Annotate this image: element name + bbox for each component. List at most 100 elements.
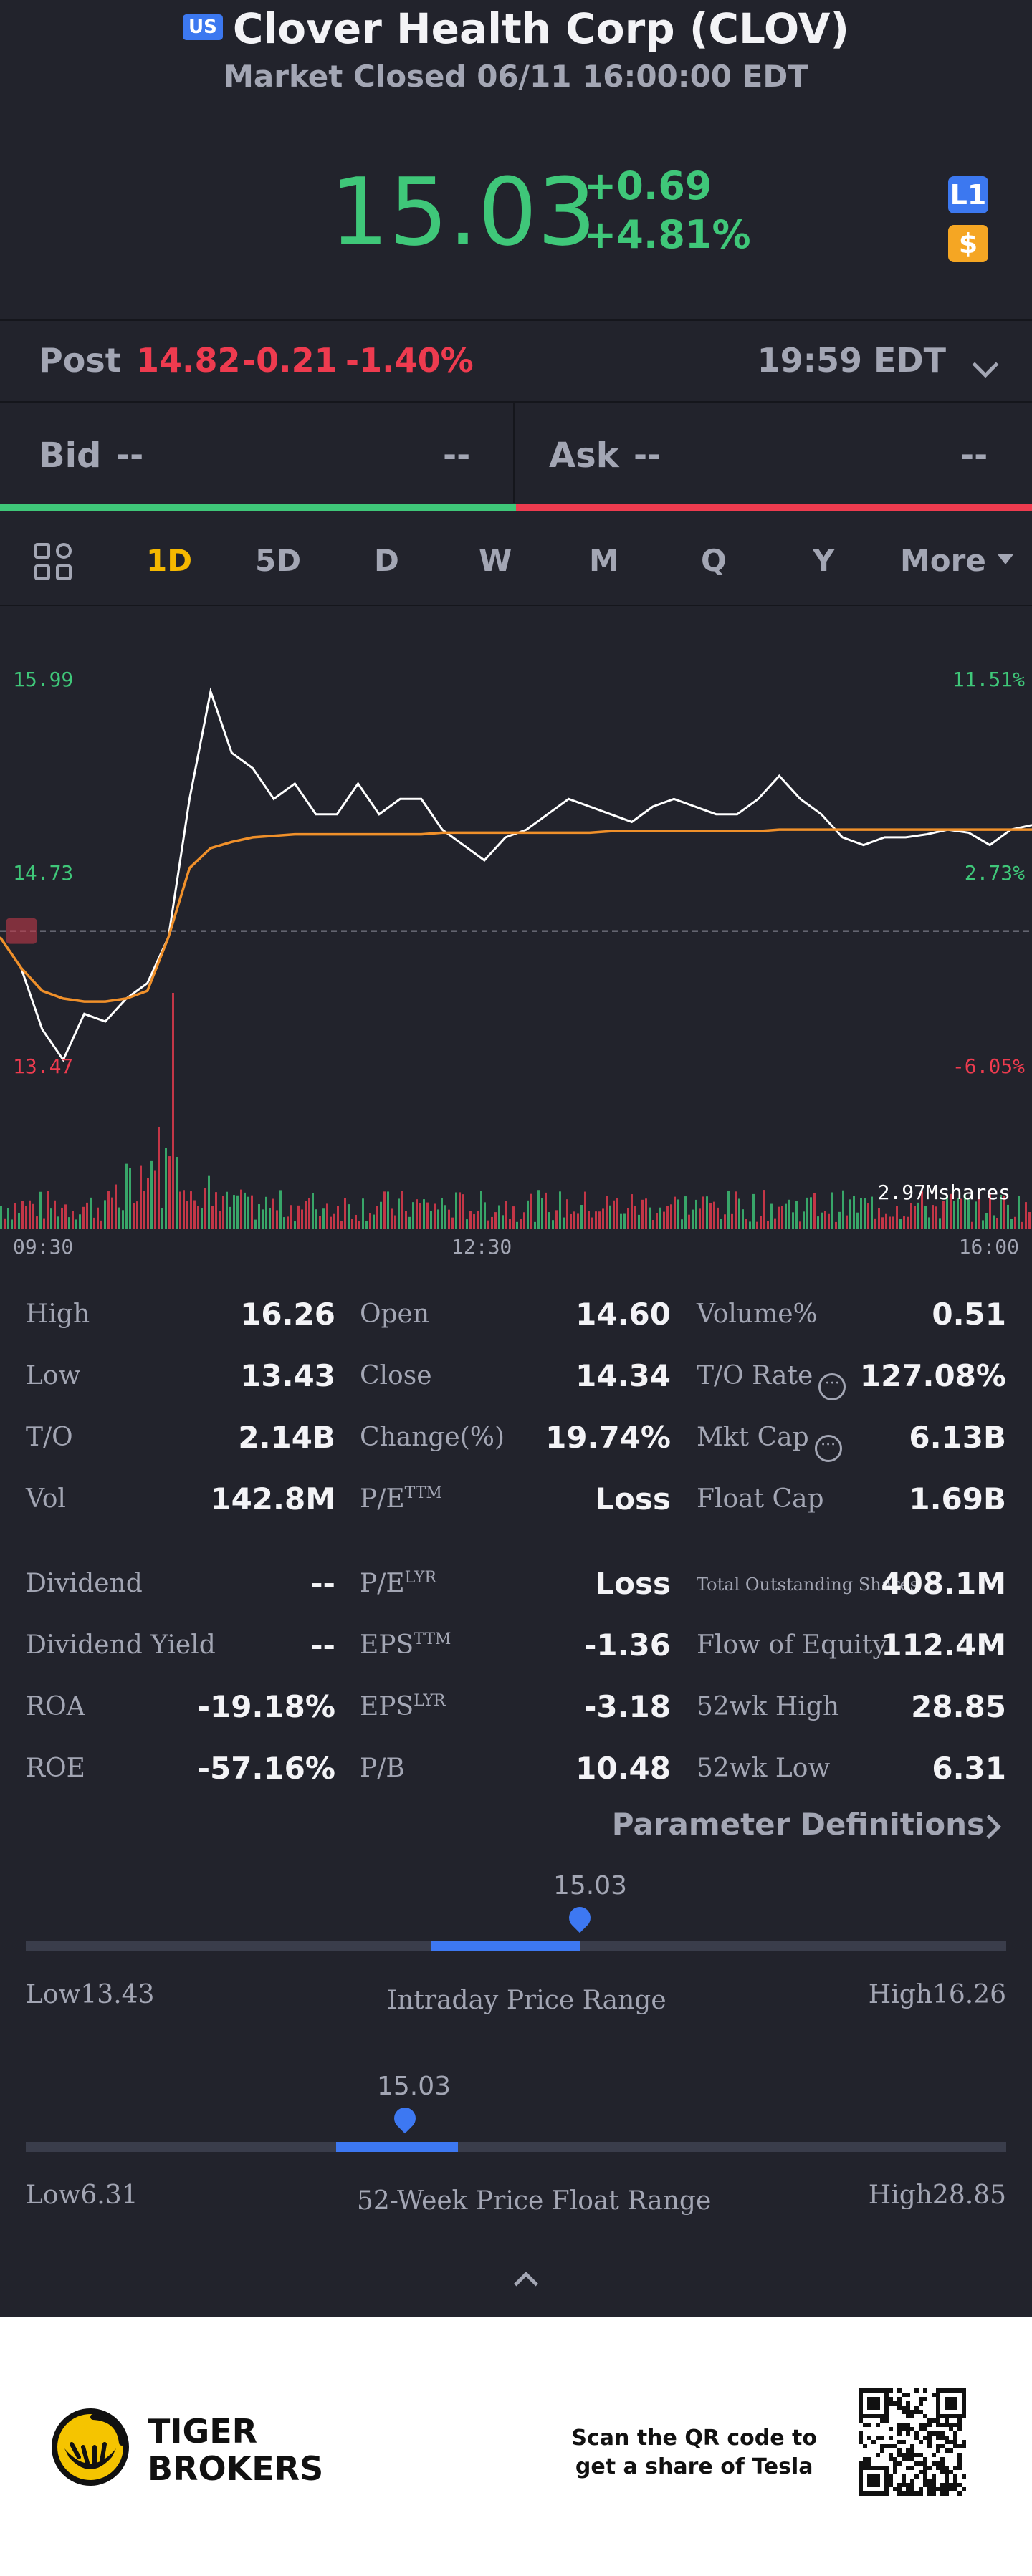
stat-value: 112.4M: [881, 1628, 1006, 1663]
volume-bar: [939, 1218, 941, 1229]
volume-bar: [609, 1205, 611, 1229]
volume-bar: [247, 1196, 249, 1229]
layout-grid-icon[interactable]: [34, 543, 75, 583]
volume-bar: [122, 1210, 124, 1229]
volume-bar: [100, 1220, 102, 1229]
tab-d[interactable]: D: [374, 543, 399, 578]
currency-badge[interactable]: $: [948, 225, 988, 262]
volume-bar: [229, 1206, 231, 1229]
post-time: 19:59 EDT: [757, 341, 946, 380]
parameter-definitions-link[interactable]: Parameter Definitions: [611, 1807, 985, 1842]
tab-5d[interactable]: 5D: [255, 543, 302, 578]
volume-bar: [645, 1198, 647, 1229]
volume-bar: [204, 1188, 206, 1229]
volume-bar: [276, 1210, 278, 1229]
volume-bar: [1000, 1194, 1002, 1229]
stats-row: ROA -19.18% EPSLYR -3.18 52wk High 28.85: [0, 1682, 1032, 1744]
dropdown-caret-icon[interactable]: [998, 554, 1013, 564]
volume-bar: [778, 1206, 780, 1229]
stat-label: P/ETTM: [360, 1484, 442, 1514]
stat-value: Loss: [595, 1481, 671, 1517]
last-price: 15.03: [330, 158, 597, 266]
volume-bar: [466, 1219, 468, 1229]
price-change-pct: +4.81%: [584, 212, 751, 257]
stat-label[interactable]: T/O Rate ···: [697, 1361, 846, 1400]
intraday-chart[interactable]: 15.99 14.73 13.47 11.51% 2.73% -6.05% 2.…: [0, 606, 1032, 1265]
tab-more[interactable]: More: [900, 543, 986, 578]
volume-bar: [516, 1221, 518, 1229]
volume-bar: [4, 1218, 6, 1229]
volume-bar: [595, 1211, 597, 1229]
volume-bar: [444, 1205, 446, 1229]
volume-bar: [527, 1200, 529, 1229]
volume-bar: [29, 1200, 31, 1229]
volume-bar: [710, 1203, 712, 1229]
volume-bar: [509, 1219, 511, 1229]
volume-bar: [219, 1211, 221, 1229]
tab-y[interactable]: Y: [813, 543, 835, 578]
stat-label[interactable]: Mkt Cap ···: [697, 1423, 842, 1462]
volume-bar: [864, 1198, 866, 1229]
stock-title: Clover Health Corp (CLOV): [232, 4, 850, 53]
tab-w[interactable]: W: [479, 543, 512, 578]
x-axis-start: 09:30: [13, 1235, 74, 1259]
post-market-row[interactable]: Post 14.82 -0.21 -1.40% 19:59 EDT: [0, 321, 1032, 401]
info-icon[interactable]: ···: [818, 1373, 846, 1400]
volume-bar: [917, 1202, 919, 1229]
info-icon[interactable]: ···: [814, 1435, 842, 1462]
volume-bar: [505, 1201, 507, 1229]
stat-value: 16.26: [240, 1297, 335, 1332]
volume-bar: [61, 1207, 63, 1229]
volume-bar: [115, 1184, 117, 1229]
stat-value: --: [310, 1628, 335, 1663]
ask-strength-bar: [516, 504, 1032, 511]
tab-q[interactable]: Q: [701, 543, 727, 578]
stat-label: ROE: [26, 1754, 85, 1783]
volume-bar: [889, 1216, 891, 1229]
volume-bar: [810, 1197, 812, 1229]
volume-bar: [287, 1216, 289, 1229]
volume-bar: [358, 1221, 360, 1229]
volume-bar: [656, 1213, 658, 1229]
volume-bar: [555, 1210, 558, 1229]
tab-1d[interactable]: 1D: [146, 543, 193, 578]
volume-bar: [674, 1196, 676, 1229]
volume-bar: [606, 1196, 608, 1229]
volume-bar: [681, 1219, 683, 1229]
volume-bar: [523, 1212, 525, 1229]
volume-bar: [208, 1175, 210, 1229]
volume-bar: [308, 1198, 310, 1229]
bid-ask-separator: [513, 403, 515, 503]
stat-label: Vol: [26, 1484, 66, 1514]
volume-bar: [821, 1212, 823, 1229]
volume-bar: [32, 1203, 34, 1229]
volume-bar: [211, 1206, 214, 1229]
stat-value: 142.8M: [210, 1481, 335, 1517]
stats-row: Dividend -- P/ELYR Loss Total Outstanding Sh…: [0, 1559, 1032, 1620]
volume-bar: [968, 1199, 970, 1229]
stat-label: Total Outstanding Shares: [697, 1575, 919, 1595]
volume-bar: [111, 1197, 113, 1229]
volume-bar: [598, 1211, 601, 1229]
chevron-down-icon[interactable]: [972, 351, 999, 378]
volume-bar: [14, 1203, 16, 1229]
volume-bar: [136, 1201, 138, 1229]
qr-caption: Scan the QR code to get a share of Tesla: [571, 2424, 817, 2481]
volume-bar: [856, 1212, 859, 1229]
volume-bar: [258, 1204, 260, 1229]
x-axis-end: 16:00: [958, 1235, 1019, 1259]
qr-code-icon[interactable]: [859, 2388, 966, 2496]
intraday-current: 15.03: [553, 1871, 628, 1900]
volume-bar: [953, 1201, 955, 1229]
volume-bar: [760, 1216, 762, 1229]
volume-bar: [140, 1165, 142, 1229]
volume-bar: [154, 1170, 156, 1229]
divider: [0, 401, 1032, 403]
stat-value: 408.1M: [881, 1566, 1006, 1601]
level1-badge[interactable]: L1: [948, 176, 988, 213]
volume-bar: [878, 1208, 880, 1229]
stat-label: EPSLYR: [360, 1692, 446, 1721]
chevron-up-icon[interactable]: [514, 2272, 538, 2296]
tab-m[interactable]: M: [589, 543, 619, 578]
week52-track: [26, 2142, 1006, 2152]
